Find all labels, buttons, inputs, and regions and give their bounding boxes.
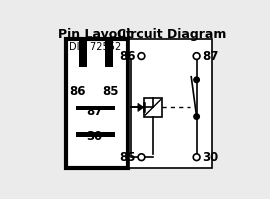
Circle shape: [194, 114, 199, 119]
Bar: [144, 98, 162, 117]
Bar: [129, 39, 212, 168]
Text: 86: 86: [69, 85, 85, 98]
Bar: [76, 106, 115, 110]
Text: Circuit Diagram: Circuit Diagram: [117, 28, 226, 41]
Text: 85: 85: [103, 85, 119, 98]
Bar: [66, 39, 128, 168]
Circle shape: [193, 154, 200, 161]
Bar: [76, 132, 115, 137]
Text: 30: 30: [202, 151, 218, 164]
Text: 87: 87: [86, 105, 103, 118]
Text: 30: 30: [87, 130, 103, 143]
Text: 86: 86: [120, 50, 136, 62]
Polygon shape: [138, 103, 144, 111]
Circle shape: [138, 154, 145, 161]
Text: DIN 72552: DIN 72552: [69, 42, 121, 52]
Circle shape: [193, 53, 200, 60]
Text: Pin Layout: Pin Layout: [58, 28, 132, 41]
Bar: [79, 39, 87, 67]
Bar: [105, 39, 113, 67]
Text: 87: 87: [202, 50, 218, 62]
Circle shape: [194, 77, 199, 83]
Circle shape: [138, 53, 145, 60]
Text: 85: 85: [120, 151, 136, 164]
